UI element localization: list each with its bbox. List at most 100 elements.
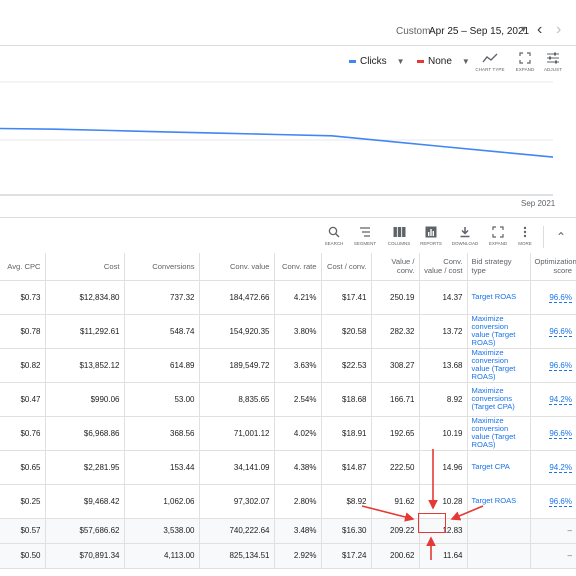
table-cell: $11,292.61 xyxy=(45,314,125,349)
table-cell: 1,062.06 xyxy=(124,484,200,519)
columns-button[interactable]: COLUMNS xyxy=(384,226,414,246)
optimization-score-value[interactable]: 96.6% xyxy=(549,496,572,507)
date-range-value[interactable]: Apr 25 – Sep 15, 2021 xyxy=(429,26,530,37)
chart-adjust-button[interactable]: ADJUST xyxy=(533,52,573,72)
chart-adjust-label: ADJUST xyxy=(543,67,563,72)
table-row: $0.78 $11,292.61 548.74 154,920.35 3.80% $20.… xyxy=(0,314,576,349)
column-header[interactable]: Conv. rate xyxy=(274,253,322,281)
metric-selector-secondary[interactable]: None ▼ xyxy=(417,54,470,68)
table-cell: $16.30 xyxy=(321,518,372,544)
bid-strategy-link[interactable]: Maximize conversions (Target CPA) xyxy=(467,382,531,417)
table-cell: 825,134.51 xyxy=(199,543,275,569)
metric-label-secondary: None xyxy=(428,55,452,67)
table-cell: 222.50 xyxy=(371,450,420,485)
table-cell: $57,686.62 xyxy=(45,518,125,544)
bid-strategy-link xyxy=(467,518,531,544)
optimization-score-value[interactable]: 96.6% xyxy=(549,292,572,303)
table-expand-label: EXPAND xyxy=(488,241,508,246)
table-cell: 8.92 xyxy=(419,382,468,417)
table-cell: $20.58 xyxy=(321,314,372,349)
chart-expand-button[interactable]: EXPAND xyxy=(505,52,545,72)
chart-x-tick-label: Sep 2021 xyxy=(521,199,556,208)
table-row: $0.25 $9,468.42 1,062.06 97,302.07 2.80% $8.9… xyxy=(0,484,576,519)
table-cell: 4.02% xyxy=(274,416,322,451)
optimization-score[interactable]: 94.2% xyxy=(530,382,576,417)
table-row: $0.82 $13,852.12 614.89 189,549.72 3.63% $22.… xyxy=(0,348,576,383)
column-header[interactable]: Optimization score xyxy=(530,253,576,281)
optimization-score-value[interactable]: 94.2% xyxy=(549,462,572,473)
optimization-score[interactable]: 96.6% xyxy=(530,416,576,451)
columns-label: COLUMNS xyxy=(387,241,411,246)
table-cell: 4,113.00 xyxy=(124,543,200,569)
table-cell: 10.19 xyxy=(419,416,468,451)
total-row: $0.57 $57,686.62 3,538.00 740,222.64 3.48% $1… xyxy=(0,518,576,544)
table-cell: $2,281.95 xyxy=(45,450,125,485)
optimization-score-value[interactable]: 96.6% xyxy=(549,428,572,439)
chevron-up-icon[interactable]: ⌃ xyxy=(556,230,567,244)
column-header[interactable]: Value / conv. xyxy=(371,253,420,281)
metric-selector-primary[interactable]: Clicks ▼ xyxy=(349,54,405,68)
table-cell: 14.96 xyxy=(419,450,468,485)
table-cell: 368.56 xyxy=(124,416,200,451)
table-cell: 282.32 xyxy=(371,314,420,349)
more-button[interactable]: MORE xyxy=(510,226,540,246)
table-cell: 97,302.07 xyxy=(199,484,275,519)
column-header[interactable]: Conv. value / cost xyxy=(419,253,468,281)
download-label: DOWNLOAD xyxy=(451,241,479,246)
chevron-down-icon[interactable]: ▼ xyxy=(519,24,528,34)
table-cell: 4.38% xyxy=(274,450,322,485)
table-row: $0.73 $12,834.80 737.32 184,472.66 4.21% $17.… xyxy=(0,280,576,315)
table-cell: 737.32 xyxy=(124,280,200,315)
chevron-left-icon[interactable]: ‹ xyxy=(537,21,543,38)
sliders-icon xyxy=(547,52,559,64)
bid-strategy-link[interactable]: Target ROAS xyxy=(467,484,531,519)
search-button[interactable]: SEARCH xyxy=(319,226,349,246)
optimization-score-value[interactable]: 96.6% xyxy=(549,326,572,337)
table-cell: 153.44 xyxy=(124,450,200,485)
download-icon xyxy=(460,227,470,238)
column-header[interactable]: Conv. value xyxy=(199,253,275,281)
reports-button[interactable]: REPORTS xyxy=(416,226,446,246)
download-button[interactable]: DOWNLOAD xyxy=(450,226,480,246)
bid-strategy-link[interactable]: Target ROAS xyxy=(467,280,531,315)
optimization-score[interactable]: 96.6% xyxy=(530,314,576,349)
column-header[interactable]: Bid strategy type xyxy=(467,253,531,281)
optimization-score[interactable]: 96.6% xyxy=(530,280,576,315)
chart-type-button[interactable]: CHART TYPE xyxy=(470,52,510,72)
table-cell: – xyxy=(530,543,576,569)
bid-strategy-link[interactable]: Maximize conversion value (Target ROAS) xyxy=(467,416,531,451)
optimization-score-value[interactable]: 96.6% xyxy=(549,360,572,371)
column-header[interactable]: Conversions xyxy=(124,253,200,281)
column-header[interactable]: Cost / conv. xyxy=(321,253,372,281)
arrow-right xyxy=(361,505,415,522)
chart-series-group xyxy=(0,127,554,158)
bid-strategy-link[interactable]: Maximize conversion value (Target ROAS) xyxy=(467,348,531,383)
column-header[interactable]: Avg. CPC xyxy=(0,253,46,281)
segment-icon xyxy=(360,227,370,237)
bid-strategy-link[interactable]: Target CPA xyxy=(467,450,531,485)
optimization-score[interactable]: 96.6% xyxy=(530,348,576,383)
expand-icon xyxy=(492,226,504,238)
optimization-score-value[interactable]: 94.2% xyxy=(549,394,572,405)
optimization-score[interactable]: 94.2% xyxy=(530,450,576,485)
table-cell: $0.76 xyxy=(0,416,46,451)
segment-button[interactable]: SEGMENT xyxy=(350,226,380,246)
table-cell: 740,222.64 xyxy=(199,518,275,544)
table-cell: $0.65 xyxy=(0,450,46,485)
line-chart-icon xyxy=(482,53,498,63)
date-range-label[interactable]: Custom xyxy=(396,26,431,37)
table-cell: 2.54% xyxy=(274,382,322,417)
column-header[interactable]: Cost xyxy=(45,253,125,281)
table-cell: $0.57 xyxy=(0,518,46,544)
bid-strategy-link[interactable]: Maximize conversion value (Target ROAS) xyxy=(467,314,531,349)
metric-color-swatch xyxy=(349,59,356,63)
table-expand-button[interactable]: EXPAND xyxy=(483,226,513,246)
chevron-down-icon: ▼ xyxy=(396,56,405,66)
chevron-right-icon[interactable]: › xyxy=(556,21,562,38)
table-cell: 53.00 xyxy=(124,382,200,417)
search-label: SEARCH xyxy=(324,241,344,246)
table-row: $0.47 $990.06 53.00 8,835.65 2.54% $18.68 166.… xyxy=(0,382,576,417)
optimization-score[interactable]: 96.6% xyxy=(530,484,576,519)
table-cell: 13.68 xyxy=(419,348,468,383)
